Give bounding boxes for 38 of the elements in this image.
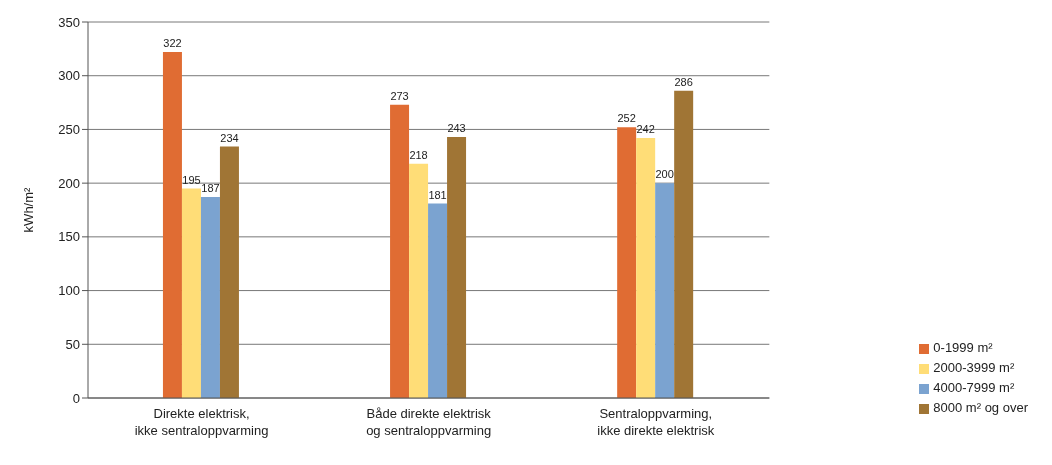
bar (617, 127, 637, 398)
data-label: 322 (163, 37, 182, 50)
bar (636, 138, 656, 398)
x-tick-label: Både direkte elektrisk og sentraloppvarming (366, 406, 492, 438)
data-label: 252 (617, 112, 636, 125)
bar (447, 136, 467, 398)
data-label: 181 (428, 188, 447, 201)
bar (219, 146, 239, 398)
legend-label: 8000 m² og over (933, 400, 1028, 415)
y-tick-label: 50 (65, 336, 80, 352)
bar (409, 163, 429, 398)
data-label: 234 (220, 131, 239, 144)
y-tick-label: 100 (58, 283, 80, 299)
x-tick-label: Sentraloppvarming, ikke direkte elektrisk (597, 406, 715, 438)
y-tick-label: 0 (72, 390, 80, 406)
y-tick-label: 350 (58, 14, 80, 30)
bar (428, 203, 448, 398)
y-tick-label: 300 (58, 68, 80, 84)
y-tick-label: 150 (58, 229, 80, 245)
bar (674, 90, 694, 398)
legend-label: 2000-3999 m² (933, 360, 1015, 375)
bar (162, 52, 182, 398)
x-tick-label: Direkte elektrisk, ikke sentraloppvarming (134, 406, 269, 438)
y-tick-label: 200 (58, 175, 80, 191)
legend-label: 4000-7999 m² (933, 380, 1015, 395)
data-label: 200 (655, 168, 674, 181)
y-tick-label: 250 (58, 122, 80, 138)
data-label: 273 (390, 89, 409, 102)
bar (390, 104, 410, 398)
data-label: 286 (674, 75, 693, 88)
bar (200, 197, 220, 398)
bar (181, 188, 201, 398)
bar (655, 183, 675, 398)
data-label: 218 (409, 148, 428, 161)
data-label: 187 (201, 182, 220, 195)
y-axis-title: kWh/m² (20, 186, 36, 233)
legend-label: 0-1999 m² (933, 340, 993, 355)
data-label: 195 (182, 173, 201, 186)
